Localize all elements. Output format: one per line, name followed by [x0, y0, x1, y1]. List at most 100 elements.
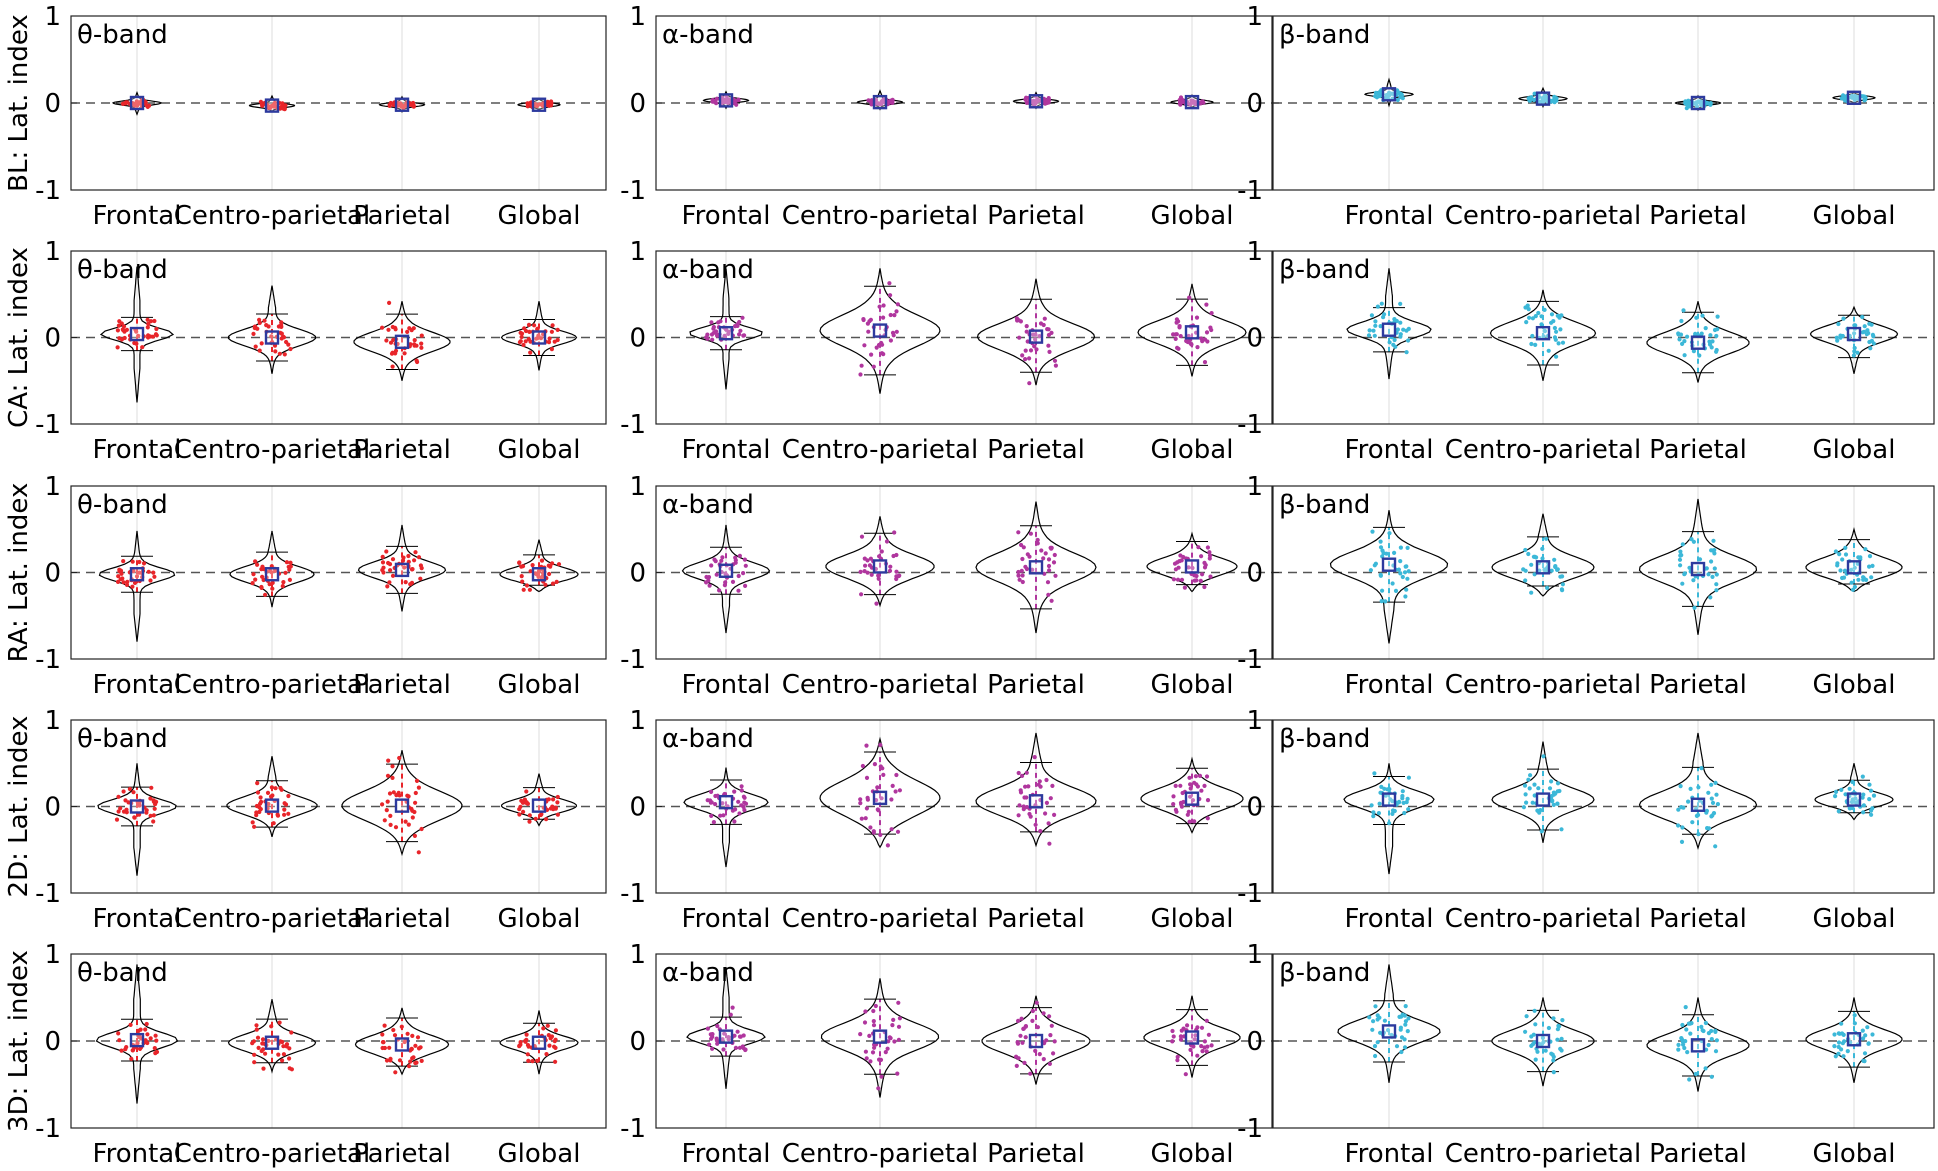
mean-marker-Frontal [129, 1032, 145, 1048]
band-title: α-band [662, 20, 754, 50]
data-point [387, 103, 392, 108]
data-point [152, 1046, 157, 1051]
data-point [733, 324, 738, 329]
data-point [543, 582, 548, 587]
data-point [1676, 1042, 1681, 1047]
data-point [135, 1041, 140, 1046]
data-point [716, 320, 721, 325]
data-point [1855, 350, 1860, 355]
data-point [1680, 542, 1685, 547]
band-title: θ-band [77, 724, 168, 754]
data-point [871, 1019, 876, 1024]
data-point [547, 1043, 552, 1048]
data-point [1532, 91, 1537, 96]
mean-marker-Centro-parietal [872, 323, 888, 338]
panel-BL-alpha: Frontal Centro-parietal Parietal Global-101… [620, 2, 1273, 231]
data-point [1406, 569, 1411, 574]
data-point [1691, 578, 1696, 583]
data-point [1855, 95, 1860, 100]
data-point [710, 1046, 715, 1051]
data-point [1843, 545, 1848, 551]
ytick-label: -1 [35, 879, 61, 909]
data-point [1387, 821, 1392, 826]
data-point [1053, 363, 1058, 368]
data-point [890, 1023, 895, 1028]
violin-Centro-parietal [825, 516, 935, 608]
data-point [1691, 349, 1696, 354]
data-point [862, 1020, 868, 1025]
data-point [1533, 1057, 1538, 1062]
xtick-label-Parietal: Parietal [1649, 201, 1747, 231]
panel-CA-beta: Frontal Centro-parietal Parietal Global -1 0 1… [1237, 237, 1935, 465]
mean-marker-Centro-parietal [872, 790, 888, 806]
data-point [526, 1044, 531, 1049]
data-point [1712, 548, 1717, 553]
data-point [1555, 1037, 1560, 1042]
data-point [1843, 552, 1849, 557]
data-point [858, 801, 863, 806]
data-point [1527, 315, 1532, 320]
data-point [280, 1058, 285, 1063]
data-point [709, 320, 714, 325]
data-point [1690, 820, 1695, 825]
data-point [861, 317, 866, 323]
data-point [1403, 1004, 1408, 1009]
violin-Centro-parietal [1518, 86, 1568, 109]
mean-marker-Parietal [394, 562, 410, 578]
data-point [1861, 810, 1866, 815]
data-point [1373, 1004, 1378, 1009]
data-point [1714, 1038, 1719, 1043]
data-point [1560, 582, 1565, 587]
data-point [1022, 1060, 1027, 1065]
data-point [280, 1039, 285, 1045]
mean-marker-Parietal [394, 97, 410, 112]
data-point [876, 1086, 881, 1091]
band-title: θ-band [77, 20, 168, 50]
data-point [388, 813, 393, 819]
data-point [1375, 1017, 1380, 1022]
data-point [134, 574, 140, 579]
data-point [1549, 312, 1555, 317]
ytick-label: 1 [629, 472, 646, 502]
data-point [1529, 1034, 1534, 1039]
data-point [537, 102, 542, 107]
data-point [1015, 1041, 1021, 1046]
data-point [1684, 1027, 1689, 1032]
data-point [1033, 822, 1038, 827]
data-point [1863, 547, 1868, 552]
data-point [287, 1056, 292, 1061]
data-point [874, 601, 879, 606]
data-point [876, 573, 881, 578]
mean-marker-Global [1184, 1030, 1200, 1045]
data-point [1400, 1012, 1405, 1017]
data-point [1856, 555, 1861, 560]
data-point [400, 104, 405, 109]
data-point [1866, 1041, 1871, 1046]
ytick-label: -1 [620, 879, 646, 909]
data-point [1041, 1057, 1046, 1062]
data-point [118, 806, 123, 811]
data-point [1186, 565, 1191, 570]
data-point [282, 352, 287, 357]
ytick-label: 1 [44, 706, 61, 736]
data-point [1369, 803, 1374, 808]
data-point [1027, 381, 1032, 386]
data-point [522, 797, 528, 802]
data-point [409, 328, 414, 333]
data-point [1039, 548, 1044, 553]
data-point [154, 326, 159, 332]
band-title: β-band [1279, 490, 1370, 520]
data-point [1696, 832, 1701, 837]
xtick-label-Centro-parietal: Centro-parietal [1445, 201, 1641, 231]
data-point [1832, 1032, 1837, 1037]
data-point [1856, 577, 1861, 582]
data-point [1532, 1008, 1537, 1013]
data-point [1373, 1053, 1378, 1059]
data-point [1406, 775, 1411, 780]
data-point [705, 1026, 711, 1031]
data-point [709, 1036, 714, 1041]
data-point [1398, 559, 1403, 564]
data-point [1038, 829, 1043, 834]
data-point [1686, 799, 1691, 804]
data-point [1202, 560, 1207, 566]
